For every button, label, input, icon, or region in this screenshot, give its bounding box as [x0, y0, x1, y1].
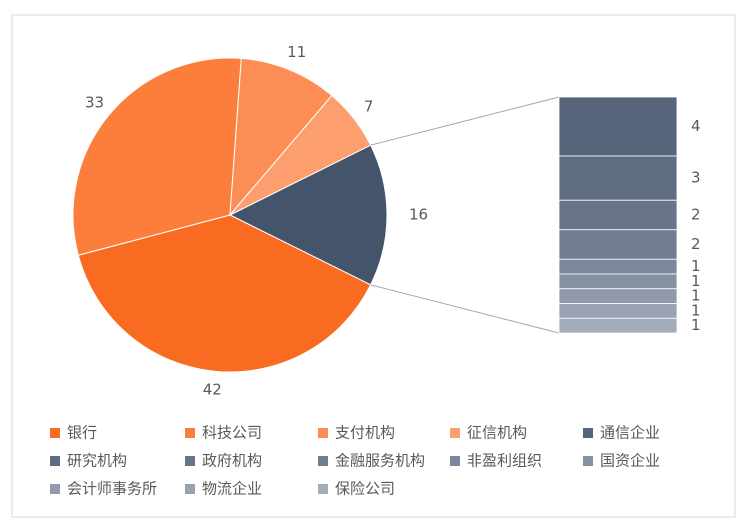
- legend-label: 研究机构: [67, 452, 127, 470]
- legend-swatch: [50, 456, 60, 466]
- connector-line: [370, 284, 560, 334]
- pie-slice: [229, 57, 333, 217]
- legend-swatch: [185, 456, 195, 466]
- data-label: 4: [691, 117, 701, 135]
- legend-swatch: [50, 484, 60, 494]
- data-label: 11: [287, 43, 306, 61]
- legend-label: 国资企业: [600, 452, 660, 470]
- pie-slice: [72, 57, 242, 256]
- legend-label: 政府机构: [202, 452, 262, 470]
- bar-segment: [558, 273, 678, 290]
- legend-swatch: [583, 428, 593, 438]
- legend-swatch: [450, 456, 460, 466]
- data-label: 1: [691, 301, 701, 319]
- data-label: 2: [691, 235, 701, 253]
- legend-label: 银行: [67, 424, 97, 442]
- bar-segment: [558, 258, 678, 275]
- legend-swatch: [450, 428, 460, 438]
- legend-swatch: [185, 428, 195, 438]
- bar-segment: [558, 317, 678, 334]
- legend-label: 支付机构: [335, 424, 395, 442]
- bar-segment: [558, 199, 678, 231]
- legend-label: 会计师事务所: [67, 480, 157, 498]
- pie-slice: [77, 214, 372, 373]
- data-label: 1: [691, 272, 701, 290]
- legend-label: 征信机构: [467, 424, 527, 442]
- legend-label: 保险公司: [335, 480, 395, 498]
- legend-swatch: [583, 456, 593, 466]
- legend-label: 物流企业: [202, 480, 262, 498]
- data-label: 3: [691, 169, 701, 187]
- legend-swatch: [318, 428, 328, 438]
- pie-slice: [228, 144, 388, 286]
- bar-segment: [558, 303, 678, 319]
- data-label: 16: [409, 206, 428, 224]
- legend-label: 科技公司: [202, 424, 262, 442]
- legend-swatch: [318, 456, 328, 466]
- bar-segment: [558, 155, 678, 201]
- pie-slice: [229, 94, 372, 216]
- data-label: 1: [691, 316, 701, 334]
- bar-segment: [558, 96, 678, 157]
- legend-swatch: [318, 484, 328, 494]
- data-label: 1: [691, 287, 701, 305]
- legend-swatch: [50, 428, 60, 438]
- data-label: 33: [85, 93, 104, 111]
- connector-line: [370, 96, 560, 146]
- legend-label: 金融服务机构: [335, 452, 425, 470]
- data-label: 1: [691, 257, 701, 275]
- bar-segment: [558, 288, 678, 304]
- data-label: 7: [364, 97, 374, 115]
- data-label: 42: [203, 380, 222, 398]
- bar-segment: [558, 229, 678, 260]
- legend-label: 非盈利组织: [467, 452, 542, 470]
- data-label: 2: [691, 206, 701, 224]
- legend-swatch: [185, 484, 195, 494]
- legend-label: 通信企业: [600, 424, 660, 442]
